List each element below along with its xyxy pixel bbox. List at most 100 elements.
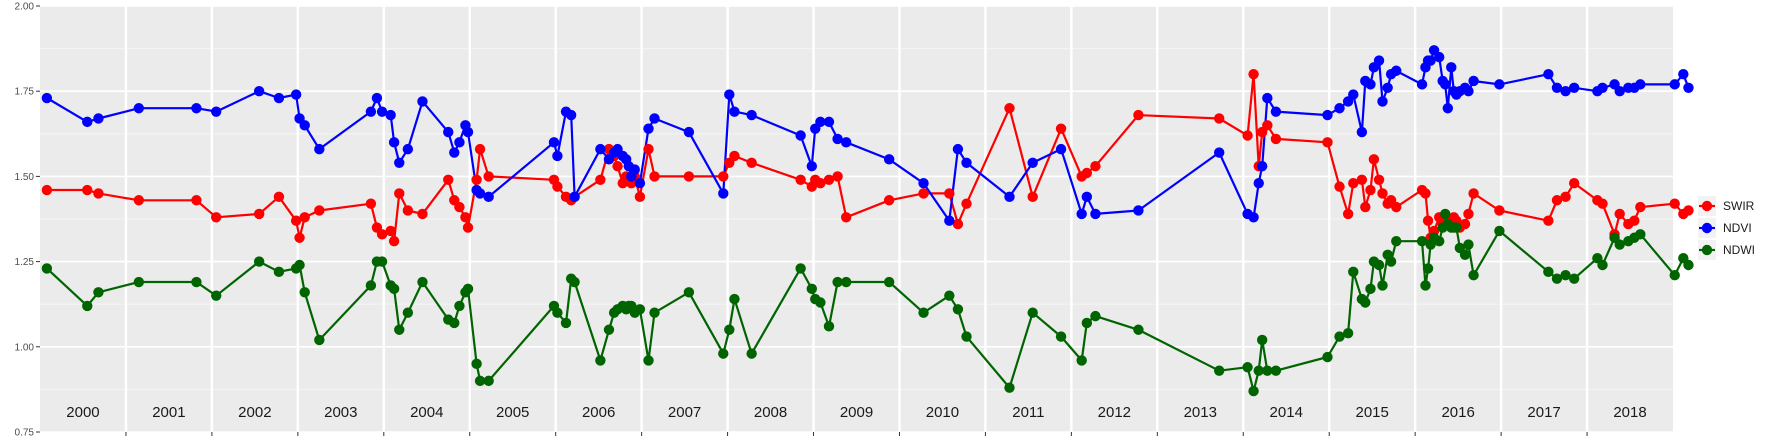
- data-point-ndvi: [952, 143, 964, 155]
- data-point-ndwi: [41, 263, 53, 274]
- data-point-swir: [93, 188, 104, 199]
- data-point-ndwi: [1560, 270, 1571, 281]
- data-point-ndwi: [1468, 270, 1479, 281]
- data-point-swir: [815, 178, 826, 189]
- data-point-swir: [918, 188, 929, 199]
- data-point-ndvi: [1543, 68, 1554, 80]
- data-point-ndwi: [1270, 365, 1282, 376]
- data-point-swir: [1377, 188, 1388, 199]
- data-point-ndwi: [1463, 239, 1474, 250]
- data-point-ndvi: [1416, 79, 1428, 90]
- data-point-ndwi: [729, 293, 740, 305]
- year-label: 2010: [926, 404, 959, 421]
- data-point-ndvi: [795, 130, 806, 141]
- data-point-ndwi: [823, 321, 835, 332]
- data-point-swir: [944, 188, 955, 199]
- legend-label: NDVI: [1723, 221, 1752, 235]
- data-point-swir: [1614, 208, 1625, 220]
- data-point-ndvi: [595, 143, 606, 155]
- data-point-ndwi: [1348, 266, 1359, 278]
- data-point-swir: [41, 184, 53, 196]
- data-point-ndvi: [634, 178, 646, 189]
- data-point-ndvi: [133, 103, 145, 114]
- data-point-swir: [1543, 215, 1554, 226]
- year-label: 2009: [840, 404, 873, 421]
- data-point-swir: [191, 195, 202, 206]
- data-point-swir: [1551, 195, 1563, 206]
- data-point-swir: [823, 174, 835, 186]
- y-tick-label: 1.00: [15, 342, 35, 353]
- legend-key-point: [1701, 200, 1713, 212]
- data-point-ndwi: [82, 300, 93, 312]
- data-point-ndwi: [1027, 307, 1038, 318]
- data-point-swir: [649, 171, 660, 182]
- data-point-swir: [952, 218, 964, 230]
- data-point-ndvi: [1253, 178, 1264, 189]
- legend-label: SWIR: [1723, 199, 1755, 213]
- data-point-swir: [883, 195, 895, 206]
- data-point-ndvi: [683, 126, 695, 138]
- data-point-swir: [471, 174, 482, 186]
- grid-layer: [40, 5, 1673, 433]
- data-point-ndvi: [299, 120, 310, 131]
- data-point-ndwi: [560, 317, 572, 329]
- data-point-swir: [365, 198, 377, 209]
- data-point-ndvi: [1348, 89, 1359, 100]
- data-point-swir: [961, 198, 972, 209]
- data-point-ndwi: [806, 283, 818, 295]
- year-label: 2016: [1441, 404, 1474, 421]
- data-point-ndvi: [1270, 106, 1282, 117]
- data-point-ndvi: [1081, 191, 1093, 203]
- data-point-swir: [840, 212, 852, 223]
- data-point-swir: [612, 160, 623, 172]
- data-point-ndvi: [565, 109, 577, 121]
- data-point-ndwi: [1242, 362, 1253, 373]
- data-point-ndwi: [299, 287, 310, 298]
- data-point-swir: [1669, 198, 1680, 209]
- data-point-swir: [460, 212, 471, 223]
- data-point-ndwi: [210, 290, 222, 301]
- data-point-ndvi: [548, 137, 560, 148]
- data-point-ndwi: [634, 304, 646, 315]
- data-point-swir: [1422, 215, 1434, 226]
- data-point-ndwi: [1669, 270, 1680, 281]
- data-point-ndwi: [718, 348, 729, 359]
- data-point-ndwi: [724, 324, 735, 335]
- year-label: 2000: [66, 404, 99, 421]
- data-point-ndvi: [823, 116, 835, 128]
- data-point-ndvi: [1551, 82, 1563, 93]
- data-point-ndvi: [376, 106, 388, 117]
- data-point-ndwi: [1090, 310, 1101, 322]
- data-point-ndwi: [471, 358, 482, 370]
- data-point-swir: [1365, 184, 1376, 196]
- data-point-ndvi: [918, 178, 929, 189]
- data-point-ndvi: [462, 126, 474, 138]
- data-point-ndvi: [1382, 82, 1393, 93]
- year-label: 2012: [1098, 404, 1131, 421]
- data-point-ndvi: [643, 123, 654, 134]
- data-point-ndwi: [1262, 365, 1273, 376]
- data-point-ndvi: [449, 147, 460, 158]
- data-point-swir: [290, 215, 302, 226]
- data-point-swir: [1459, 218, 1471, 230]
- data-point-ndwi: [795, 263, 806, 274]
- data-point-swir: [1629, 215, 1640, 226]
- data-point-swir: [718, 171, 729, 182]
- data-point-swir: [314, 205, 325, 216]
- data-point-swir: [273, 191, 285, 203]
- data-point-ndvi: [552, 150, 563, 162]
- data-point-ndwi: [1373, 259, 1385, 271]
- data-point-ndwi: [314, 334, 325, 346]
- data-point-ndwi: [388, 283, 400, 295]
- data-point-swir: [1373, 174, 1385, 186]
- data-point-ndwi: [1420, 280, 1431, 291]
- data-point-ndvi: [290, 89, 302, 100]
- data-point-swir: [1004, 103, 1015, 114]
- year-label: 2007: [668, 404, 701, 421]
- data-point-swir: [1468, 188, 1479, 199]
- year-label: 2008: [754, 404, 787, 421]
- data-point-ndvi: [394, 157, 405, 168]
- data-point-swir: [1090, 160, 1101, 172]
- data-point-ndwi: [462, 283, 474, 295]
- year-label: 2004: [410, 404, 443, 421]
